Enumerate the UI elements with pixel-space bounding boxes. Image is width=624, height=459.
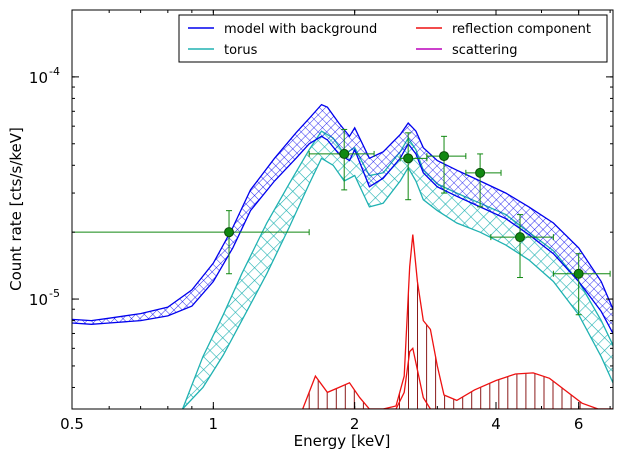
plot-frame bbox=[71, 9, 614, 410]
legend-label: scattering bbox=[452, 43, 518, 58]
data-point bbox=[72, 210, 310, 275]
data-point bbox=[465, 153, 502, 208]
x-tick-label: 0.5 bbox=[60, 415, 84, 433]
x-tick-label: 6 bbox=[574, 415, 584, 433]
legend-box bbox=[178, 14, 608, 63]
legend-entry: torus bbox=[188, 43, 258, 58]
data-point bbox=[490, 214, 554, 279]
axes: 0.5 1 2 4 610-510-4 bbox=[29, 9, 613, 433]
data-point-marker bbox=[475, 167, 486, 178]
torus-band bbox=[182, 131, 613, 409]
plot-area bbox=[72, 103, 613, 409]
y-tick-label: 10 bbox=[29, 69, 48, 87]
x-axis-label: Energy [keV] bbox=[294, 432, 391, 450]
data-point-marker bbox=[339, 148, 350, 159]
model-upper-line bbox=[72, 103, 613, 322]
legend-label: torus bbox=[224, 43, 258, 58]
model-band bbox=[72, 104, 613, 334]
torus-lower-line bbox=[182, 157, 613, 409]
data-point-marker bbox=[515, 232, 526, 243]
y-tick-exponent: -5 bbox=[49, 287, 60, 300]
y-tick-label: 10 bbox=[29, 291, 48, 309]
data-point-marker bbox=[403, 153, 414, 164]
data-point bbox=[552, 253, 611, 316]
legend-label: reflection component bbox=[452, 22, 591, 37]
series-torus bbox=[181, 130, 613, 409]
legend-entry: reflection component bbox=[416, 22, 591, 37]
legend-label: model with background bbox=[224, 22, 377, 37]
data-point bbox=[308, 128, 375, 191]
x-tick-label: 4 bbox=[491, 415, 501, 433]
legend-entry: scattering bbox=[416, 43, 518, 58]
data-point-marker bbox=[573, 268, 584, 279]
series-reflection-component bbox=[302, 234, 613, 409]
y-axis-label: Count rate [cts/s/keV] bbox=[7, 127, 25, 291]
y-tick-exponent: -4 bbox=[49, 65, 60, 78]
data-point-marker bbox=[439, 151, 450, 162]
legend-entry: model with background bbox=[188, 22, 377, 37]
data-point bbox=[399, 132, 428, 201]
model-lower-line bbox=[72, 135, 613, 334]
series-model-with-background bbox=[72, 103, 613, 334]
x-tick-label: 1 bbox=[209, 415, 219, 433]
data-point bbox=[426, 135, 467, 194]
reflection-lower-line bbox=[302, 346, 613, 409]
data-point-marker bbox=[224, 227, 235, 238]
legend: model with background reflection componen… bbox=[178, 14, 608, 63]
x-tick-label: 2 bbox=[350, 415, 360, 433]
reflection-upper-line bbox=[302, 234, 613, 409]
data-points bbox=[72, 128, 611, 316]
